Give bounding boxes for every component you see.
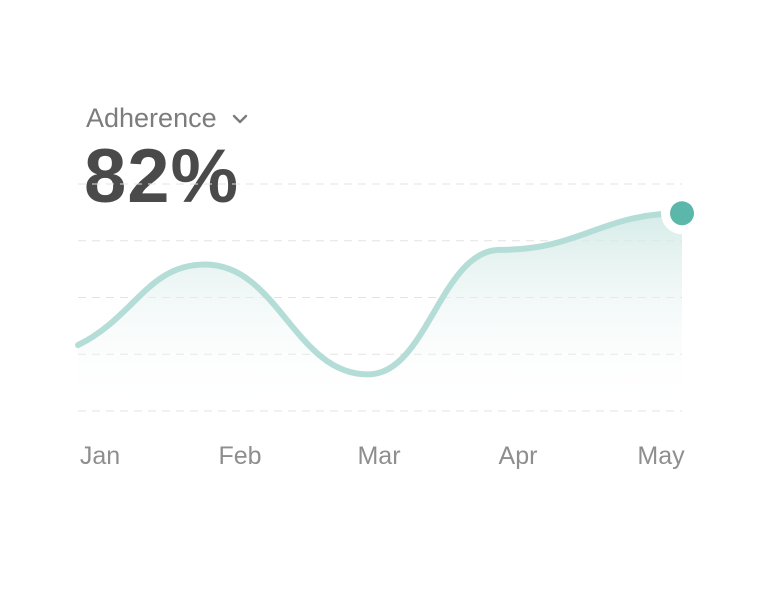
series-line xyxy=(75,210,685,378)
metric-value: 82% xyxy=(84,134,240,219)
x-axis-ticks: Jan Feb Mar Apr May xyxy=(80,442,685,470)
metric-dropdown[interactable]: Adherence xyxy=(86,101,249,135)
last-data-point[interactable] xyxy=(670,201,694,226)
series-area xyxy=(78,213,682,411)
x-tick-label: Jan xyxy=(80,442,120,470)
x-tick-label: Apr xyxy=(499,442,538,470)
x-tick-label: Feb xyxy=(218,442,261,470)
last-point-marker xyxy=(661,192,703,235)
x-tick-label: Mar xyxy=(357,442,400,470)
x-tick-label: May xyxy=(637,442,685,470)
chevron-down-icon xyxy=(232,114,247,124)
metric-label: Adherence xyxy=(86,103,217,133)
